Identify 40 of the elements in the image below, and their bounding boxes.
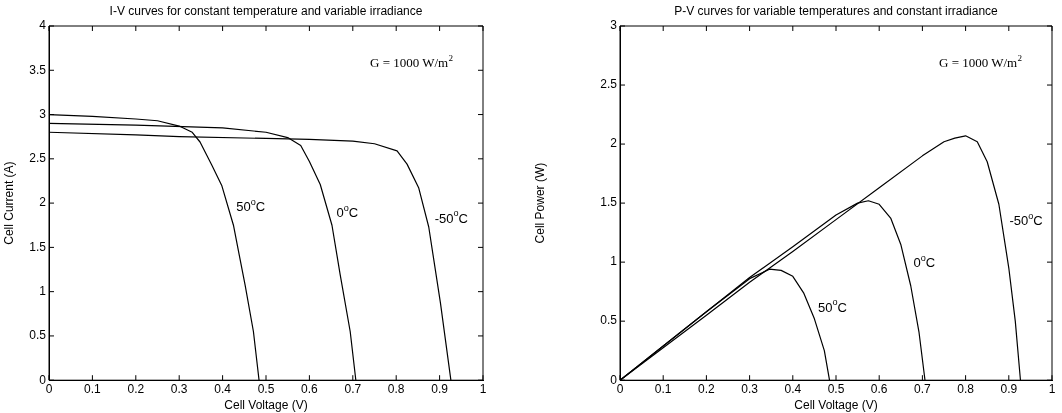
x-tick-label: 0.2 xyxy=(127,381,145,396)
x-tick-label: 0.3 xyxy=(170,381,188,396)
x-tick-label: 0.4 xyxy=(784,381,802,396)
y-tick-label: 0.5 xyxy=(600,313,618,328)
x-tick-label: 0.8 xyxy=(387,381,405,396)
chart-title: P-V curves for variable temperatures and constant irradiance xyxy=(674,4,999,19)
x-tick-label: 0.1 xyxy=(654,381,672,396)
x-tick-label: 0.9 xyxy=(1000,381,1018,396)
y-axis-title: Cell Power (W) xyxy=(532,162,547,244)
x-tick-label: 0.6 xyxy=(870,381,888,396)
y-tick-label: 2.5 xyxy=(600,77,618,92)
y-tick-label: 2.5 xyxy=(29,151,47,166)
x-tick-label: 0.8 xyxy=(957,381,975,396)
x-tick-label: 0.5 xyxy=(827,381,845,396)
y-tick-label: 1.5 xyxy=(29,239,47,254)
x-tick-label: 0.7 xyxy=(344,381,362,396)
x-tick-label: 0.1 xyxy=(84,381,102,396)
chart-title: I-V curves for constant temperature and variable irradiance xyxy=(109,4,423,19)
x-axis-title: Cell Voltage (V) xyxy=(794,398,878,413)
y-tick-label: 3 xyxy=(610,18,618,33)
x-tick-label: 0.2 xyxy=(698,381,716,396)
y-tick-label: 2 xyxy=(39,195,47,210)
x-tick-label: 0.6 xyxy=(301,381,319,396)
x-tick-label: 0.7 xyxy=(914,381,932,396)
y-tick-label: 1 xyxy=(610,254,618,269)
x-axis-title: Cell Voltage (V) xyxy=(224,398,308,413)
y-tick-label: 3.5 xyxy=(29,62,47,77)
y-axis-title: Cell Current (A) xyxy=(1,161,16,245)
x-tick-label: 1 xyxy=(479,381,487,396)
x-tick-label: 0.3 xyxy=(741,381,759,396)
x-tick-label: 0.4 xyxy=(214,381,232,396)
y-tick-label: 1.5 xyxy=(600,195,618,210)
y-tick-label: 0.5 xyxy=(29,328,47,343)
y-tick-label: 4 xyxy=(39,18,47,33)
y-tick-label: 1 xyxy=(39,283,47,298)
x-tick-label: 0.9 xyxy=(431,381,449,396)
x-tick-label: 1 xyxy=(1048,381,1056,396)
y-tick-label: 2 xyxy=(610,136,618,151)
x-tick-label: 0.5 xyxy=(257,381,275,396)
y-tick-label: 3 xyxy=(39,106,47,121)
